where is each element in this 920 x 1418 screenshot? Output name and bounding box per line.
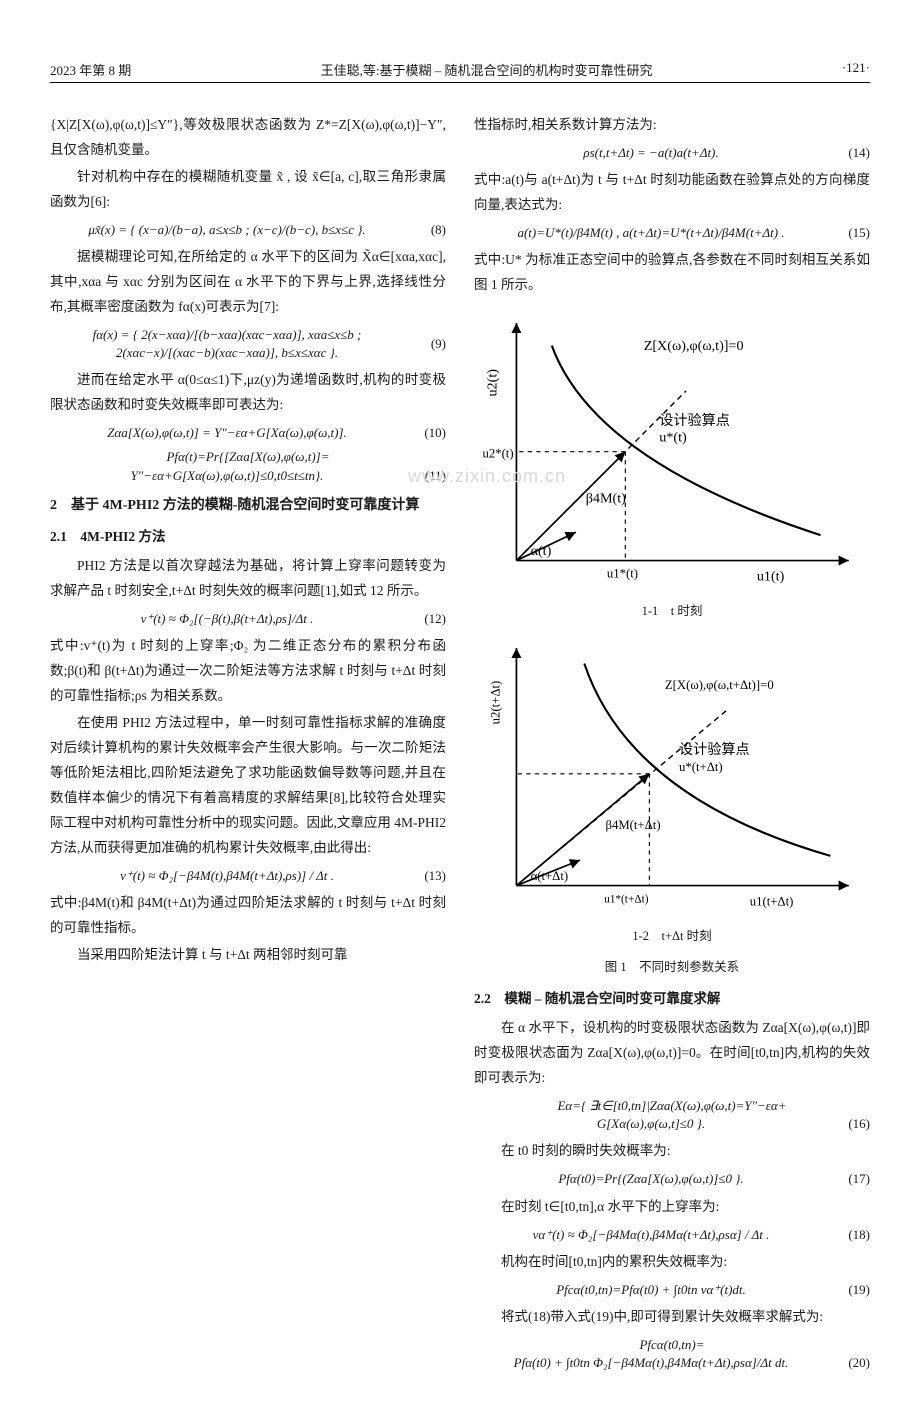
body-text: 式中:v⁺(t)为 t 时刻的上穿率;Φ₂ 为二维正态分布的累积分布函数;β(t… (50, 634, 446, 709)
eq-body: Pfcα(t0,tn)= (474, 1336, 870, 1354)
eq-number: (18) (828, 1226, 870, 1244)
eq-body: a(t)=U*(t)/β4M(t) , a(t+Δt)=U*(t+Δt)/β4M… (474, 224, 828, 242)
column-left: {X|Z[X(ω),φ(ω,t)]≤Y″},等效极限状态函数为 Z*=Z[X(ω… (50, 113, 446, 1378)
label-ustar-dt: u*(t+Δt) (679, 760, 723, 774)
figure-1-2: Z[X(ω),φ(ω,t+Δt)]=0 设计验算点 u*(t+Δt) β4M(t… (474, 631, 870, 979)
eq-body: fα(x) = { 2(x−xαa)/[(b−xαa)(xαc−xαa)], x… (50, 326, 404, 362)
equation-11: Pfα(t)=Pr{[Zαa[X(ω),φ(ω,t)]= Y″−εα+G[Xα(… (50, 448, 446, 484)
header-left: 2023 年第 8 期 (50, 60, 131, 79)
equation-13: v⁺(t) ≈ Φ₂[−β4M(t),β4M(t+Δt),ρs)] / Δt .… (50, 867, 446, 885)
eq-body: Pfα(t0) + ∫t0tn Φ₂[−β4Mα(t),β4Mα(t+Δt),ρ… (474, 1354, 828, 1372)
body-text: 进而在给定水平 α(0≤α≤1)下,μz(y)为递增函数时,机构的时变极限状态函… (50, 368, 446, 418)
body-text: 在 α 水平下，设机构的时变极限状态函数为 Zαa[X(ω),φ(ω,t)]即时… (474, 1016, 870, 1091)
figure-caption-1: 图 1 不同时刻参数关系 (474, 956, 870, 979)
eq-number: (10) (404, 424, 446, 442)
eq-number: (17) (828, 1170, 870, 1188)
eq-body: Eα={ ∃t∈[t0,tn]|Zαa(X(ω),φ(ω,t)=Y″−εα+ (474, 1097, 870, 1115)
eq-body: v⁺(t) ≈ Φ₂[−β4M(t),β4M(t+Δt),ρs)] / Δt . (50, 867, 404, 885)
label-Z: Z[X(ω),φ(ω,t)]=0 (644, 338, 744, 354)
eq-body: Zαa[X(ω),φ(ω,t)] = Y″−εα+G[Xα(ω),φ(ω,t)]… (50, 424, 404, 442)
body-text: {X|Z[X(ω),φ(ω,t)]≤Y″},等效极限状态函数为 Z*=Z[X(ω… (50, 113, 446, 163)
equation-9: fα(x) = { 2(x−xαa)/[(b−xαa)(xαc−xαa)], x… (50, 326, 446, 362)
body-text: 式中:β4M(t)和 β4M(t+Δt)为通过四阶矩法求解的 t 时刻与 t+Δ… (50, 891, 446, 941)
eq-body: G[Xα(ω),φ(ω,t]≤0 }. (474, 1115, 828, 1133)
eq-number: (14) (828, 144, 870, 162)
eq-number: (12) (404, 610, 446, 628)
label-design-dt: 设计验算点 (679, 742, 750, 758)
eq-number: (16) (828, 1115, 870, 1133)
equation-10: Zαa[X(ω),φ(ω,t)] = Y″−εα+G[Xα(ω),φ(ω,t)]… (50, 424, 446, 442)
body-text: 针对机构中存在的模糊随机变量 x̃ , 设 x̃∈[a, c],取三角形隶属函数… (50, 165, 446, 215)
label-u1t-dt: u1*(t+Δt) (604, 894, 649, 906)
eq-body: vα⁺(t) ≈ Φ₂[−β4Mα(t),β4Mα(t+Δt),ρsα] / Δ… (474, 1226, 828, 1244)
label-alpha: α(t) (531, 543, 552, 559)
equation-15: a(t)=U*(t)/β4M(t) , a(t+Δt)=U*(t+Δt)/β4M… (474, 224, 870, 242)
equation-17: Pfα(t0)=Pr{(Zαa[X(ω),φ(ω,t)]≤0 }. (17) (474, 1170, 870, 1188)
section-heading-2: 2 基于 4M-PHI2 方法的模糊-随机混合空间时变可靠度计算 (50, 493, 446, 519)
eq-number: (20) (828, 1354, 870, 1372)
diagram-tdt: Z[X(ω),φ(ω,t+Δt)]=0 设计验算点 u*(t+Δt) β4M(t… (474, 631, 870, 914)
label-beta-dt: β4M(t+Δt) (606, 818, 661, 832)
eq-body: μx̃(x) = { (x−a)/(b−a), a≤x≤b ; (x−c)/(b… (50, 221, 404, 239)
label-u1: u1(t) (757, 569, 785, 585)
label-design: 设计验算点 (659, 413, 730, 429)
body-text: 式中:U* 为标准正态空间中的验算点,各参数在不同时刻相互关系如图 1 所示。 (474, 248, 870, 298)
body-text: 当采用四阶矩法计算 t 与 t+Δt 两相邻时刻可靠 (50, 943, 446, 968)
equation-16: Eα={ ∃t∈[t0,tn]|Zαa(X(ω),φ(ω,t)=Y″−εα+ G… (474, 1097, 870, 1133)
equation-18: vα⁺(t) ≈ Φ₂[−β4Mα(t),β4Mα(t+Δt),ρsα] / Δ… (474, 1226, 870, 1244)
label-alpha-dt: α(t+Δt) (531, 869, 569, 883)
label-u2: u2(t) (485, 369, 501, 397)
equation-19: Pfcα(t0,tn)=Pfα(t0) + ∫t0tn vα⁺(t)dt. (1… (474, 1281, 870, 1299)
header-center: 王佳聪,等:基于模糊 – 随机混合空间的机构时变可靠性研究 (321, 60, 653, 79)
label-u2-dt: u2(t+Δt) (488, 681, 502, 725)
body-text: 机构在时间[t0,tn]内的累积失效概率为: (474, 1250, 870, 1275)
eq-body: Y″−εα+G[Xα(ω),φ(ω,t)]≤0,t0≤t≤tn}. (50, 467, 404, 485)
equation-12: v⁺(t) ≈ Φ₂[(−β(t),β(t+Δt),ρs]/Δt . (12) (50, 610, 446, 628)
eq-number: (19) (828, 1281, 870, 1299)
eq-body: Pfα(t)=Pr{[Zαa[X(ω),φ(ω,t)]= (50, 448, 446, 466)
eq-number: (9) (404, 335, 446, 353)
body-text: 在时刻 t∈[t0,tn],α 水平下的上穿率为: (474, 1195, 870, 1220)
body-text: 据模糊理论可知,在所给定的 α 水平下的区间为 X̃α∈[xαa,xαc],其中… (50, 245, 446, 320)
label-u2t: u2*(t) (482, 447, 513, 461)
label-ustar: u*(t) (659, 430, 687, 446)
main-content: {X|Z[X(ω),φ(ω,t)]≤Y″},等效极限状态函数为 Z*=Z[X(ω… (50, 113, 870, 1378)
label-u1t: u1*(t) (607, 567, 638, 581)
eq-body: v⁺(t) ≈ Φ₂[(−β(t),β(t+Δt),ρs]/Δt . (50, 610, 404, 628)
eq-number: (13) (404, 867, 446, 885)
equation-8: μx̃(x) = { (x−a)/(b−a), a≤x≤b ; (x−c)/(b… (50, 221, 446, 239)
eq-body: Pfcα(t0,tn)=Pfα(t0) + ∫t0tn vα⁺(t)dt. (474, 1281, 828, 1299)
header-right: ·121· (842, 60, 870, 79)
equation-14: ρs(t,t+Δt) = −a(t)a(t+Δt). (14) (474, 144, 870, 162)
subsection-heading-21: 2.1 4M-PHI2 方法 (50, 525, 446, 550)
page-header: 2023 年第 8 期 王佳聪,等:基于模糊 – 随机混合空间的机构时变可靠性研… (50, 60, 870, 83)
eq-number: (8) (404, 221, 446, 239)
diagram-t: Z[X(ω),φ(ω,t)]=0 设计验算点 u*(t) β4M(t) u2*(… (474, 306, 870, 589)
label-u1-dt: u1(t+Δt) (750, 895, 794, 909)
body-text: PHI2 方法是以首次穿越法为基础，将计算上穿率问题转变为求解产品 t 时刻安全… (50, 554, 446, 604)
column-right: 性指标时,相关系数计算方法为: ρs(t,t+Δt) = −a(t)a(t+Δt… (474, 113, 870, 1378)
body-text: 在使用 PHI2 方法过程中，单一时刻可靠性指标求解的准确度对后续计算机构的累计… (50, 711, 446, 861)
label-Z-dt: Z[X(ω),φ(ω,t+Δt)]=0 (665, 678, 774, 692)
body-text: 将式(18)带入式(19)中,即可得到累计失效概率求解式为: (474, 1305, 870, 1330)
subsection-heading-22: 2.2 模糊 – 随机混合空间时变可靠度求解 (474, 987, 870, 1012)
figure-sublabel-11: 1-1 t 时刻 (474, 600, 870, 623)
equation-20: Pfcα(t0,tn)= Pfα(t0) + ∫t0tn Φ₂[−β4Mα(t)… (474, 1336, 870, 1372)
eq-body: ρs(t,t+Δt) = −a(t)a(t+Δt). (474, 144, 828, 162)
eq-body: Pfα(t0)=Pr{(Zαa[X(ω),φ(ω,t)]≤0 }. (474, 1170, 828, 1188)
figure-sublabel-12: 1-2 t+Δt 时刻 (474, 925, 870, 948)
eq-number: (15) (828, 224, 870, 242)
label-beta: β4M(t) (586, 491, 626, 507)
watermark: www.zixin.com.cn (408, 464, 566, 489)
body-text: 性指标时,相关系数计算方法为: (474, 113, 870, 138)
body-text: 式中:a(t)与 a(t+Δt)为 t 与 t+Δt 时刻功能函数在验算点处的方… (474, 168, 870, 218)
body-text: 在 t0 时刻的瞬时失效概率为: (474, 1139, 870, 1164)
